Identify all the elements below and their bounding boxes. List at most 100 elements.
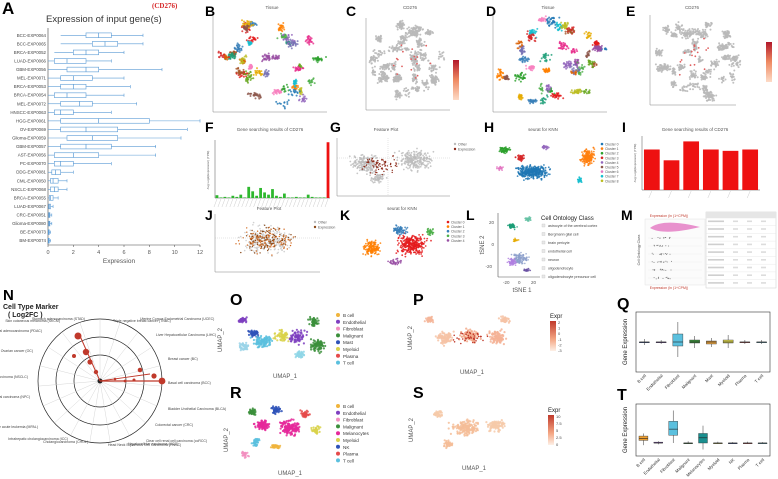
e-scatter-point: [696, 29, 699, 32]
d-scatter-point: [499, 78, 502, 81]
panel-g-point: [358, 169, 361, 172]
panel-g-expr-point: [368, 161, 370, 164]
b-scatter-point: [226, 58, 229, 61]
e-scatter-point: [724, 57, 727, 60]
c-scatter-point: [374, 52, 377, 54]
panel-g-point: [412, 165, 415, 168]
d-scatter-point: [565, 48, 568, 51]
d-scatter-point: [552, 93, 554, 96]
b-scatter-point: [310, 79, 313, 82]
b-scatter-point: [238, 49, 241, 52]
c-scatter-point: [409, 54, 412, 56]
e-scatter-point: [666, 69, 669, 72]
d-scatter-point: [539, 87, 542, 90]
panel-f-xtick: [324, 198, 329, 208]
c-scatter-point: [393, 76, 395, 79]
d-scatter-point: [528, 39, 531, 42]
e-scatter-point: [726, 36, 728, 39]
d-scatter-point: [576, 91, 579, 94]
d-scatter-point: [522, 74, 525, 77]
b-scatter-point: [255, 73, 258, 76]
b-scatter-point: [231, 56, 234, 59]
d-scatter-point: [552, 20, 555, 22]
b-scatter-point: [258, 97, 261, 100]
panel-h-point: [538, 176, 540, 179]
e-scatter-point: [683, 89, 686, 92]
panel-e-label: E: [626, 3, 635, 19]
panel-g-point: [379, 173, 382, 176]
b-scatter-point: [238, 47, 240, 50]
panel-g-point: [360, 164, 363, 167]
b-scatter-point: [233, 47, 236, 50]
e-scatter-expr-point: [693, 48, 695, 51]
b-scatter-point: [301, 97, 304, 100]
c-scatter-point: [371, 71, 374, 74]
d-scatter-point: [554, 26, 557, 29]
c-scatter-point: [396, 95, 399, 98]
d-scatter-point: [496, 75, 499, 77]
b-scatter-point: [218, 56, 221, 59]
panel-a-category-label: BRCA-EXP0054: [14, 93, 47, 98]
panel-g-point: [405, 166, 408, 169]
e-scatter-point: [704, 34, 707, 37]
b-scatter-point: [249, 66, 252, 69]
d-scatter-point: [575, 69, 578, 71]
c-scatter-point: [403, 42, 406, 45]
c-scatter-point: [398, 26, 401, 29]
d-scatter-point: [577, 58, 580, 61]
d-scatter-point: [566, 24, 568, 27]
d-scatter-point: [566, 21, 569, 24]
c-scatter-point: [407, 95, 410, 98]
c-scatter-point: [414, 87, 417, 89]
e-scatter-expr-point: [694, 55, 697, 58]
panel-g-point: [428, 160, 430, 163]
c-scatter-point: [425, 86, 428, 89]
panel-g-point: [410, 162, 413, 164]
d-scatter-point: [554, 23, 557, 26]
d-scatter-point: [506, 75, 509, 77]
c-scatter-point: [434, 75, 437, 78]
panel-h-point: [532, 174, 535, 177]
panel-g-point: [366, 170, 368, 172]
e-scatter-point: [731, 46, 734, 48]
panel-h-point: [523, 167, 525, 169]
b-scatter-point: [325, 56, 327, 58]
panel-g-point: [396, 159, 399, 162]
c-scatter-point: [383, 75, 386, 78]
panel-g-expr-point: [380, 168, 383, 170]
e-scatter-point: [665, 32, 668, 35]
e-scatter-point: [692, 30, 695, 33]
b-scatter-point: [304, 100, 307, 102]
c-scatter-point: [392, 80, 395, 83]
e-scatter-point: [683, 63, 686, 66]
b-scatter-point: [267, 70, 270, 72]
panel-a-label: A: [2, 0, 14, 18]
c-scatter-point: [411, 54, 414, 57]
panel-g-point: [383, 173, 385, 176]
c-scatter-expr-point: [416, 74, 419, 77]
c-scatter-expr-point: [402, 50, 404, 53]
panel-h-point: [537, 167, 540, 170]
e-scatter-point: [696, 76, 699, 79]
e-scatter-point: [724, 30, 727, 33]
panel-h-point: [532, 171, 535, 173]
panel-g-expr-point: [383, 163, 385, 165]
panel-h-title: seurat for KNN: [528, 127, 558, 132]
c-scatter-expr-point: [396, 58, 399, 61]
c-scatter-point: [398, 78, 401, 81]
e-scatter-point: [732, 64, 735, 67]
c-scatter-point: [406, 33, 409, 36]
e-scatter-expr-point: [705, 49, 708, 51]
d-scatter-point: [559, 42, 561, 45]
e-scatter-point: [672, 85, 675, 88]
panel-g-point: [407, 167, 409, 170]
e-scatter-point: [728, 31, 730, 34]
e-scatter-point: [692, 85, 695, 88]
d-scatter-point: [595, 64, 598, 66]
panel-g-point: [373, 170, 376, 173]
e-scatter-point: [676, 64, 679, 67]
c-scatter-point: [376, 59, 379, 62]
panel-g-point: [426, 152, 429, 155]
e-scatter-point: [687, 51, 690, 54]
panel-a-box: [54, 58, 87, 64]
